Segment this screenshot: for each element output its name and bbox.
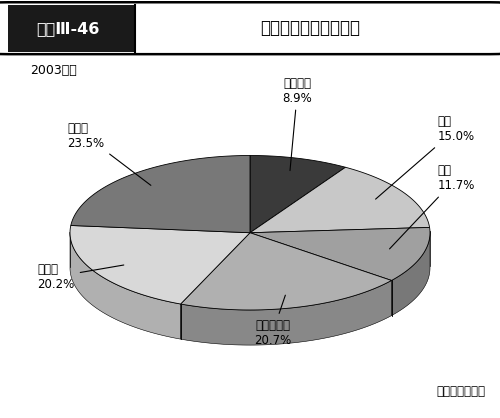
Text: その他
23.5%: その他 23.5% (68, 122, 151, 185)
Text: 建設
15.0%: 建設 15.0% (376, 115, 474, 199)
Polygon shape (71, 155, 250, 233)
Text: 2003年度: 2003年度 (30, 64, 77, 77)
Polygon shape (250, 155, 346, 233)
FancyBboxPatch shape (8, 5, 135, 52)
Polygon shape (180, 233, 392, 310)
FancyBboxPatch shape (0, 2, 500, 54)
Polygon shape (250, 167, 430, 233)
Polygon shape (250, 227, 430, 280)
Text: 図表Ⅲ-46: 図表Ⅲ-46 (36, 21, 99, 36)
Text: （件数ベース）: （件数ベース） (436, 385, 485, 398)
Text: 農林水産業
20.7%: 農林水産業 20.7% (254, 295, 291, 347)
Text: 運輸
11.7%: 運輸 11.7% (390, 164, 475, 249)
Polygon shape (70, 225, 250, 304)
Text: 開発調査の分野別割合: 開発調査の分野別割合 (260, 19, 360, 37)
Polygon shape (70, 232, 180, 339)
Text: 鉱工業
20.2%: 鉱工業 20.2% (38, 263, 124, 291)
Text: 公益事業
8.9%: 公益事業 8.9% (282, 76, 312, 171)
Polygon shape (392, 231, 430, 316)
Polygon shape (180, 280, 392, 345)
